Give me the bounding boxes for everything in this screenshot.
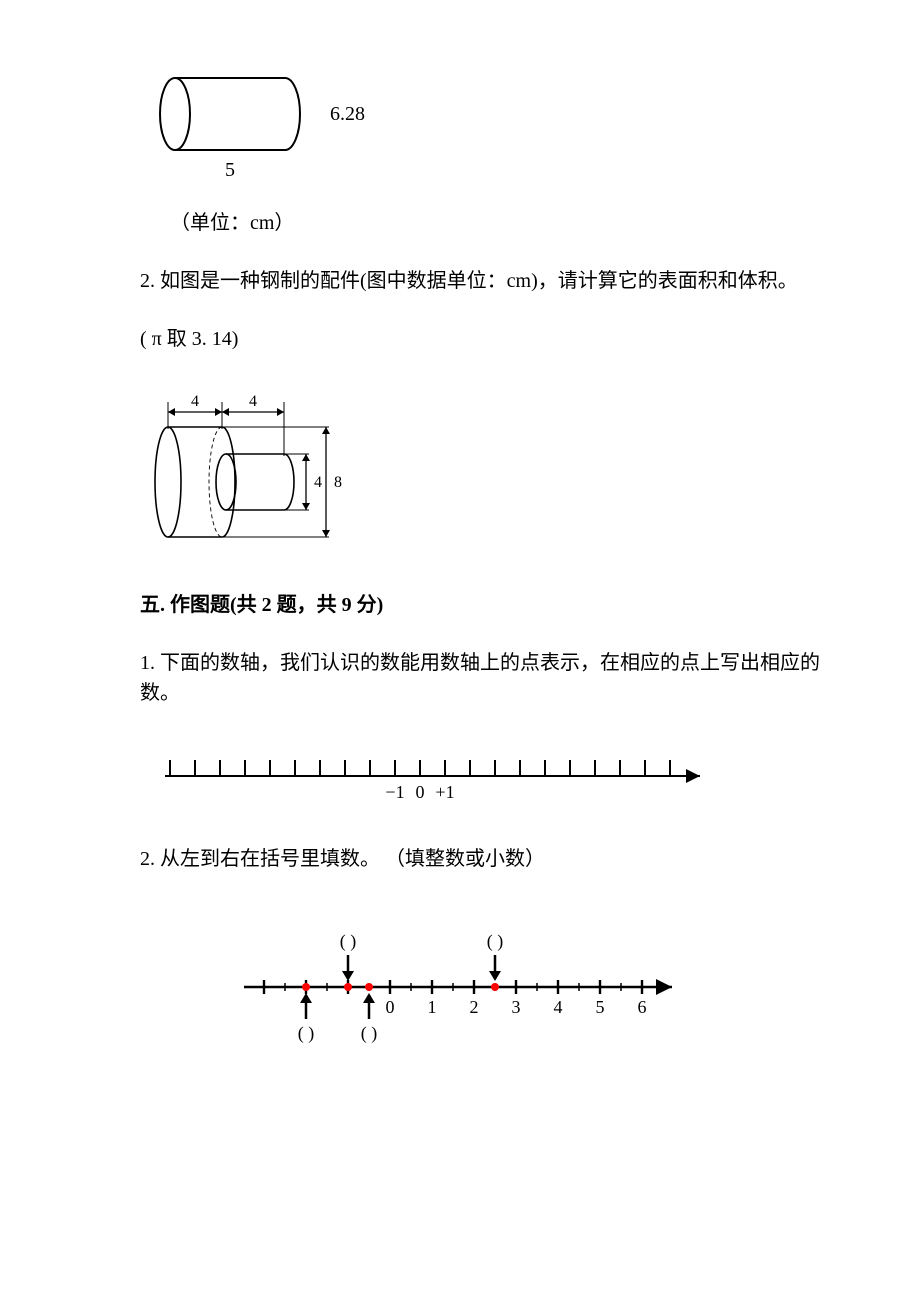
svg-text:6: 6: [638, 997, 647, 1017]
figure-numberline-2: 0 1 2 3 4 5 6 ( ) ( ) ( ) ( ): [180, 902, 820, 1062]
svg-text:2: 2: [470, 997, 479, 1017]
svg-text:0: 0: [416, 782, 425, 802]
figure-stepped-cylinders: 4448: [140, 382, 820, 562]
svg-text:0: 0: [386, 997, 395, 1017]
svg-text:4: 4: [249, 393, 257, 410]
section-5-q1: 1. 下面的数轴，我们认识的数能用数轴上的点表示，在相应的点上写出相应的数。: [140, 648, 820, 708]
svg-text:1: 1: [428, 997, 437, 1017]
svg-text:4: 4: [314, 474, 322, 491]
problem-2-text: 2. 如图是一种钢制的配件(图中数据单位：cm)，请计算它的表面积和体积。: [140, 266, 820, 296]
svg-text:6.28: 6.28: [330, 103, 365, 125]
svg-text:( ): ( ): [298, 1023, 315, 1044]
svg-text:4: 4: [554, 997, 563, 1017]
svg-text:−1: −1: [385, 782, 404, 802]
svg-text:+1: +1: [435, 782, 454, 802]
svg-text:8: 8: [334, 474, 342, 491]
numberline-2-svg: 0 1 2 3 4 5 6 ( ) ( ) ( ) ( ): [180, 902, 800, 1062]
svg-text:( ): ( ): [361, 1023, 378, 1044]
svg-text:( ): ( ): [340, 931, 357, 952]
numberline-1-svg: −1 0 +1: [140, 736, 740, 816]
section-5-heading: 五. 作图题(共 2 题，共 9 分): [140, 590, 820, 620]
problem-2-pi: ( π 取 3. 14): [140, 324, 820, 354]
svg-text:( ): ( ): [487, 931, 504, 952]
svg-text:4: 4: [191, 393, 199, 410]
section-5-q2: 2. 从左到右在括号里填数。 （填整数或小数）: [140, 844, 820, 874]
cylinder-svg: 6.28 5: [140, 60, 400, 180]
svg-text:3: 3: [512, 997, 521, 1017]
figure-cylinder: 6.28 5: [140, 60, 820, 180]
svg-text:5: 5: [225, 159, 235, 180]
figure-numberline-1: −1 0 +1: [140, 736, 820, 816]
svg-text:5: 5: [596, 997, 605, 1017]
stepped-cylinders-svg: 4448: [140, 382, 360, 562]
unit-note: （单位：cm）: [170, 208, 820, 238]
